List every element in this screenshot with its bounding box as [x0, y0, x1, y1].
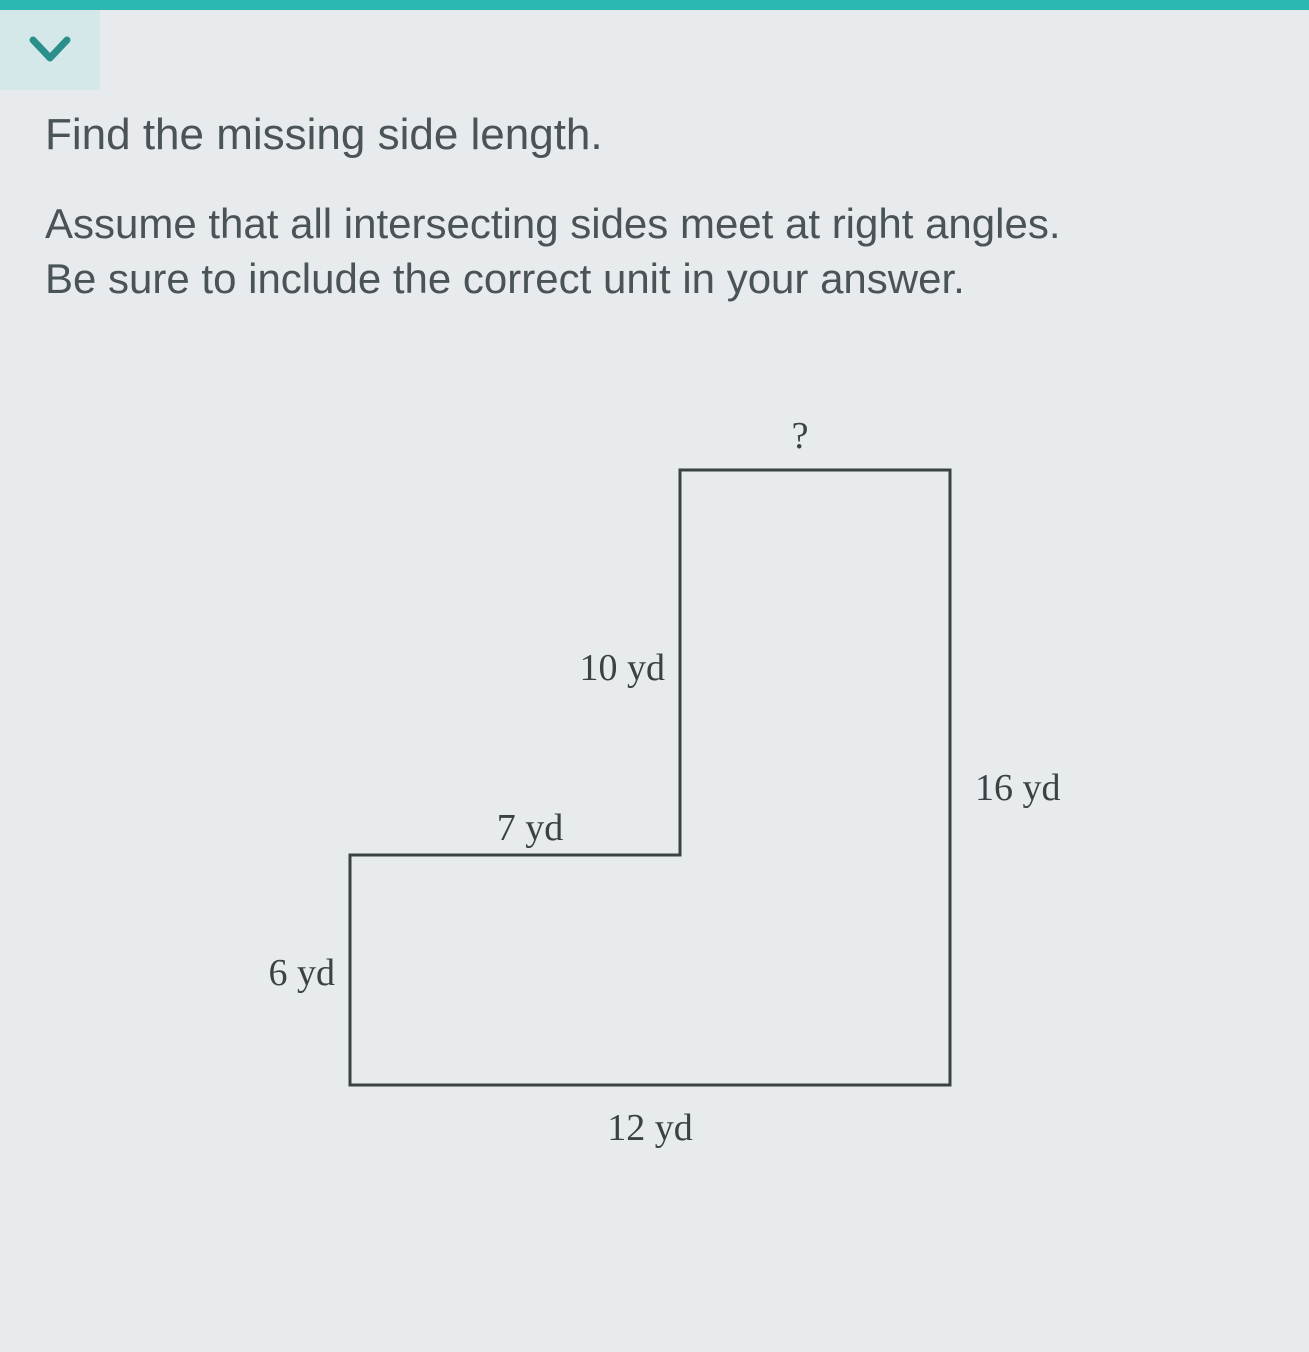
shape-diagram: ? 10 yd 7 yd 6 yd 12 yd 16 yd	[0, 0, 1309, 1352]
label-inner-horizontal: 7 yd	[497, 807, 564, 849]
label-bottom: 12 yd	[607, 1107, 693, 1149]
label-inner-vertical: 10 yd	[580, 647, 666, 689]
label-top-unknown: ?	[792, 415, 809, 457]
label-left: 6 yd	[269, 952, 336, 994]
polygon-outline	[350, 470, 950, 1085]
label-right: 16 yd	[975, 767, 1061, 809]
